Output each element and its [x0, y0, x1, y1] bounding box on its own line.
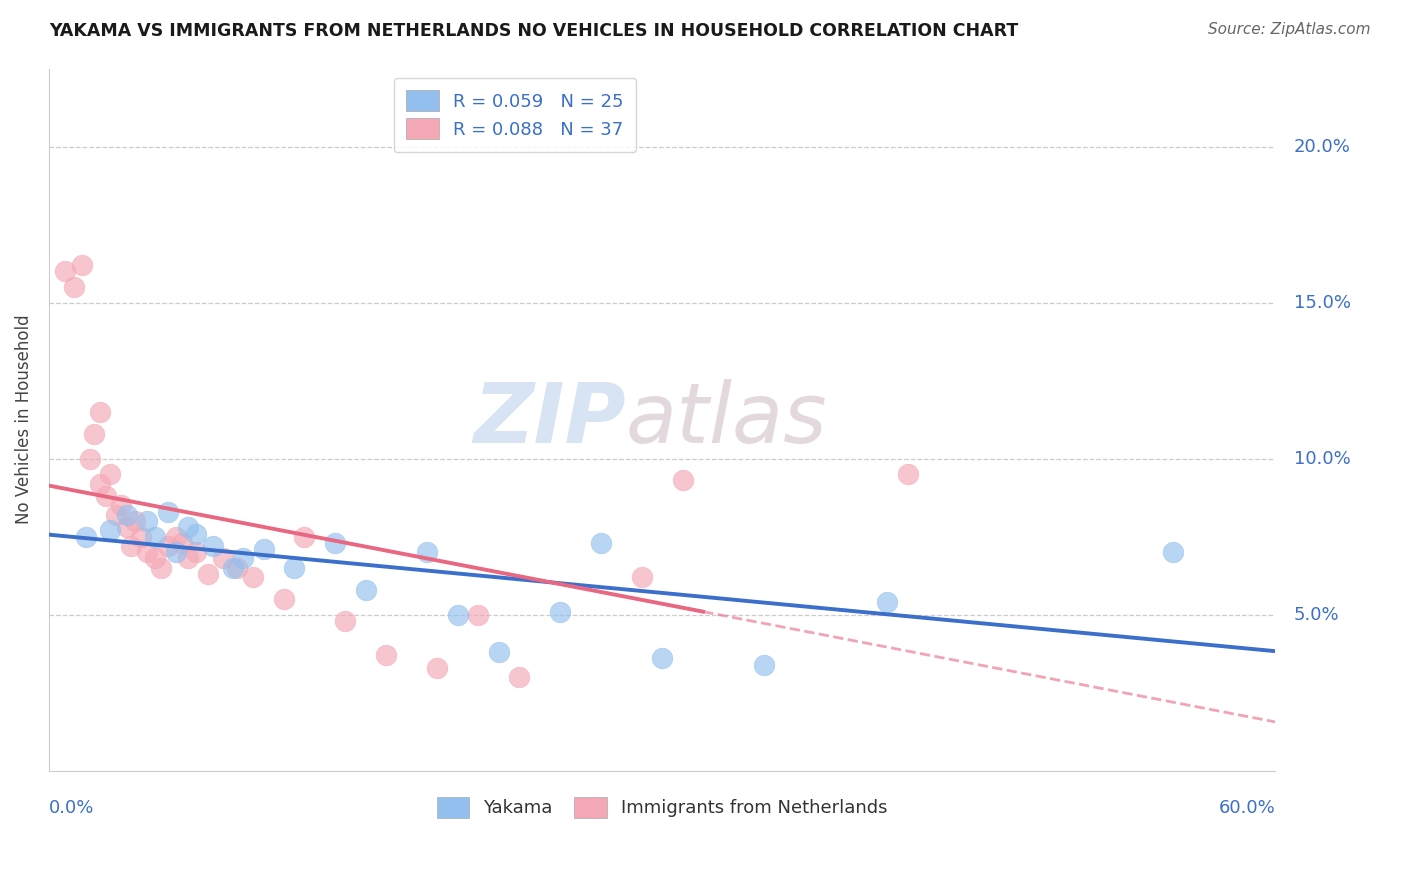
Point [170, 536, 193, 550]
Point [110, 499, 132, 513]
Point [416, 545, 439, 559]
Point [165, 530, 187, 544]
Point [242, 570, 264, 584]
Point [876, 595, 898, 609]
Point [488, 645, 510, 659]
Point [672, 474, 695, 488]
Point [75, 530, 97, 544]
Point [232, 551, 254, 566]
Point [1161, 545, 1184, 559]
Point [186, 526, 208, 541]
Point [136, 514, 159, 528]
Point [896, 467, 918, 482]
Text: 20.0%: 20.0% [1294, 137, 1351, 155]
Point [252, 542, 274, 557]
Text: 5.0%: 5.0% [1294, 606, 1340, 624]
Point [83, 426, 105, 441]
Point [156, 505, 179, 519]
Point [201, 539, 224, 553]
Point [197, 567, 219, 582]
Text: 15.0%: 15.0% [1294, 293, 1351, 311]
Text: 0.0%: 0.0% [49, 798, 94, 817]
Point [89, 405, 111, 419]
Text: 60.0%: 60.0% [1219, 798, 1275, 817]
Point [120, 539, 142, 553]
Legend: Yakama, Immigrants from Netherlands: Yakama, Immigrants from Netherlands [429, 789, 896, 825]
Point [150, 561, 173, 575]
Point [124, 514, 146, 528]
Point [467, 607, 489, 622]
Point [211, 551, 233, 566]
Point [136, 545, 159, 559]
Point [754, 657, 776, 672]
Point [96, 489, 118, 503]
Point [294, 530, 316, 544]
Point [177, 520, 200, 534]
Text: 10.0%: 10.0% [1294, 450, 1351, 467]
Point [323, 536, 346, 550]
Point [177, 551, 200, 566]
Point [143, 530, 166, 544]
Point [447, 607, 470, 622]
Point [115, 520, 138, 534]
Point [226, 561, 249, 575]
Point [222, 561, 245, 575]
Point [165, 545, 187, 559]
Point [143, 551, 166, 566]
Point [651, 651, 673, 665]
Point [98, 524, 121, 538]
Point [354, 582, 377, 597]
Point [508, 670, 530, 684]
Point [156, 539, 179, 553]
Point [630, 570, 652, 584]
Text: ZIP: ZIP [472, 379, 626, 460]
Text: YAKAMA VS IMMIGRANTS FROM NETHERLANDS NO VEHICLES IN HOUSEHOLD CORRELATION CHART: YAKAMA VS IMMIGRANTS FROM NETHERLANDS NO… [49, 22, 1018, 40]
Point [273, 592, 295, 607]
Point [129, 530, 152, 544]
Point [70, 258, 93, 272]
Y-axis label: No Vehicles in Household: No Vehicles in Household [15, 315, 32, 524]
Point [105, 508, 128, 522]
Text: atlas: atlas [626, 379, 827, 460]
Point [335, 614, 357, 628]
Point [426, 661, 449, 675]
Text: Source: ZipAtlas.com: Source: ZipAtlas.com [1208, 22, 1371, 37]
Point [89, 476, 111, 491]
Point [79, 451, 101, 466]
Point [186, 545, 208, 559]
Point [98, 467, 121, 482]
Point [115, 508, 138, 522]
Point [62, 280, 84, 294]
Point [375, 648, 398, 663]
Point [53, 264, 76, 278]
Point [589, 536, 612, 550]
Point [548, 605, 571, 619]
Point [283, 561, 305, 575]
